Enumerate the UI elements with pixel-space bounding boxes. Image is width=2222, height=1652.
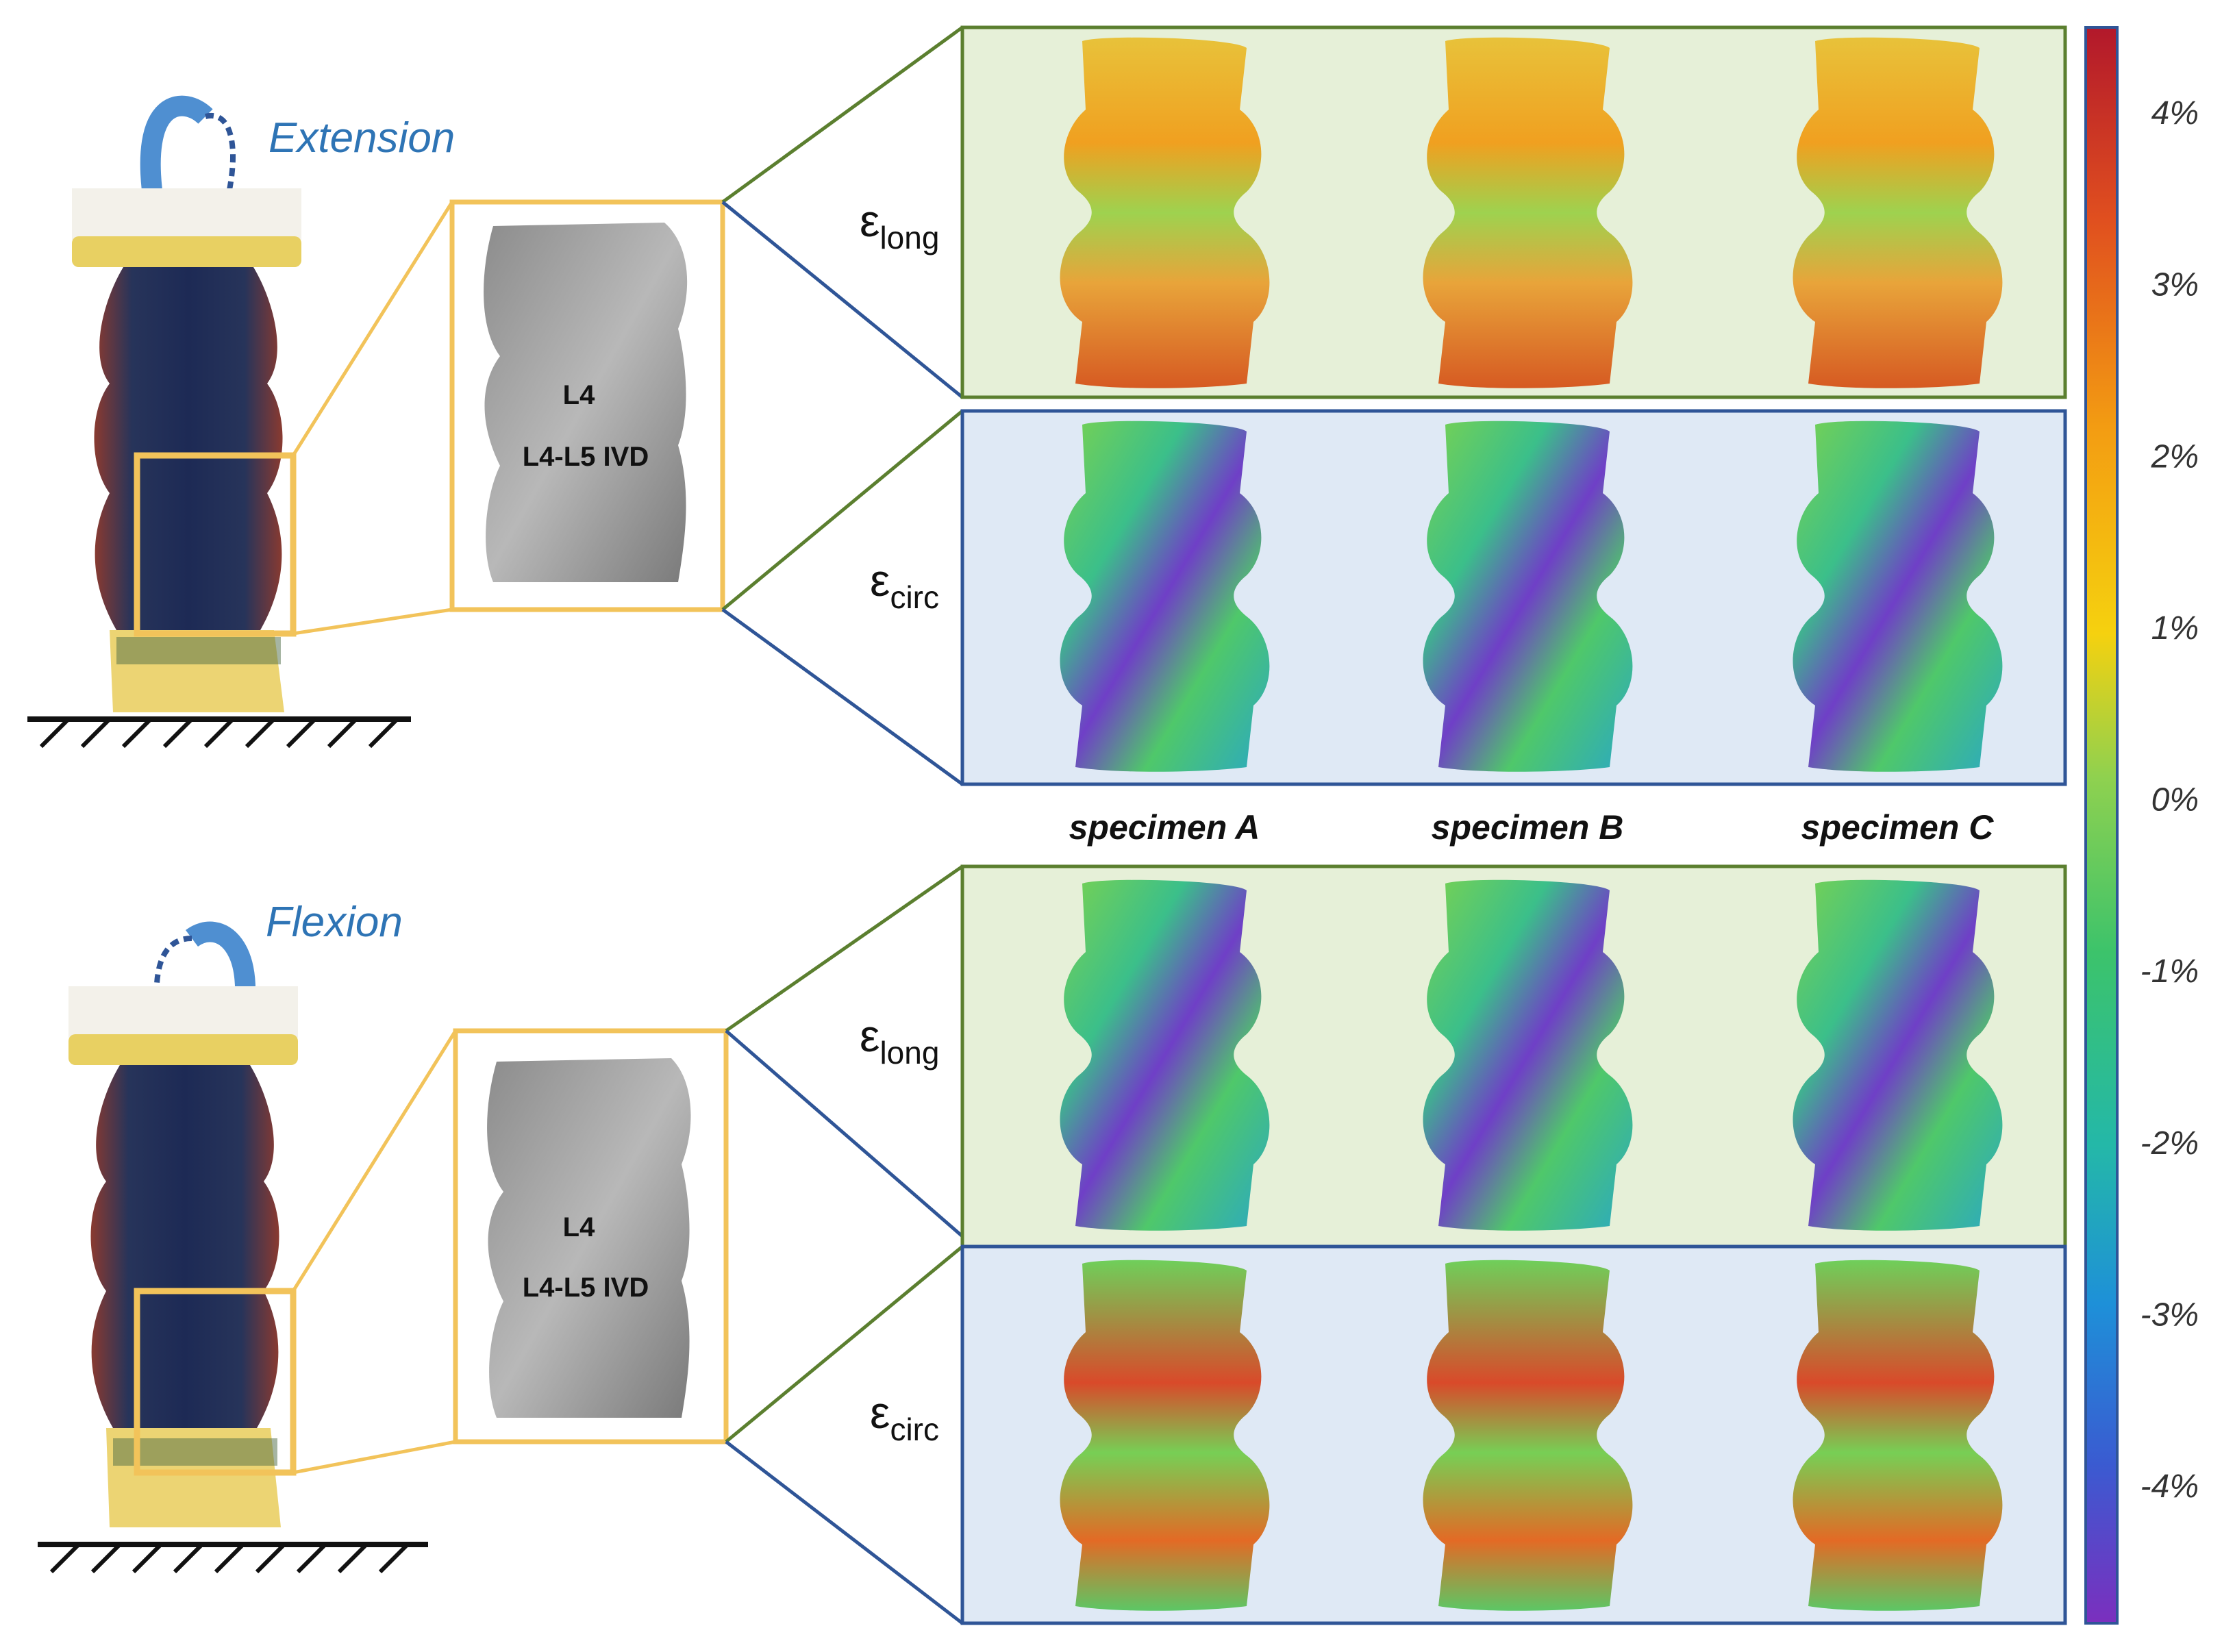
specimen-label-c: specimen C (1801, 808, 1995, 847)
flexion-arrow-dashed-icon (153, 936, 192, 1035)
row-label-extension-circ: εcirc (870, 555, 939, 615)
specimen-label-b: specimen B (1432, 808, 1624, 847)
disc-label-l4-l5: L4-L5 IVD (523, 1273, 649, 1303)
row-label-flexion-circ: εcirc (870, 1387, 939, 1447)
row-label-flexion-long: εlong (860, 1010, 939, 1071)
strain-subscript: circ (890, 579, 939, 615)
specimen-label-a: specimen A (1069, 808, 1260, 847)
svg-text:εcirc: εcirc (870, 1387, 939, 1447)
colorbar-tick-label: 4% (2151, 95, 2199, 132)
svg-text:εlong: εlong (860, 195, 939, 255)
flexion-setup: Flexion L4 L4-L5 IVD (38, 864, 964, 1625)
roi-box (134, 1288, 297, 1476)
grey-surface-scan (487, 1058, 691, 1418)
strain-panel-flexion-circ (960, 1244, 2067, 1625)
strain-panel-extension-circ (960, 409, 2067, 786)
strain-symbol: ε (860, 195, 879, 246)
extension-setup: Extension L4 L4-L5 IVD (27, 25, 964, 786)
colorbar-ticks: 4% 3% 2% 1% 0% -1% -2% -3% -4% (2140, 95, 2199, 1505)
colorbar-tick-label: 3% (2151, 267, 2199, 303)
colorbar-tick-label: -3% (2140, 1297, 2199, 1333)
grey-surface-scan (484, 223, 688, 582)
svg-text:εlong: εlong (860, 1010, 939, 1071)
extension-arrow-solid-icon (140, 95, 213, 208)
strain-subscript: long (879, 1035, 939, 1071)
svg-text:εcirc: εcirc (870, 555, 939, 615)
vertebra-label-l4: L4 (563, 1212, 595, 1242)
strain-symbol: ε (870, 555, 890, 605)
strain-symbol: ε (860, 1010, 879, 1061)
extension-label: Extension (269, 114, 455, 162)
roi-box (134, 452, 297, 637)
colorbar-gradient (2084, 26, 2119, 1625)
loading-cup-top (68, 986, 298, 1038)
specimen-labels: specimen A specimen B specimen C (1069, 808, 1995, 847)
colorbar: 4% 3% 2% 1% 0% -1% -2% -3% -4% (2084, 26, 2199, 1625)
colorbar-tick-label: 2% (2151, 438, 2199, 475)
disc-label-l4-l5: L4-L5 IVD (523, 442, 649, 472)
colorbar-tick-label: 0% (2151, 782, 2199, 818)
loading-cup-top (72, 188, 301, 240)
strain-panel-flexion-long (960, 864, 2067, 1249)
row-label-extension-long: εlong (860, 195, 939, 255)
strain-subscript: circ (890, 1412, 939, 1447)
spine-specimen-photo (94, 267, 283, 630)
colorbar-tick-label: 1% (2151, 610, 2199, 647)
colorbar-tick-label: -1% (2140, 953, 2199, 990)
vertebra-label-l4: L4 (563, 380, 595, 410)
strain-symbol: ε (870, 1387, 890, 1438)
spine-specimen-photo (90, 1065, 279, 1428)
strain-panel-extension-long (960, 25, 2067, 399)
colorbar-tick-label: -2% (2140, 1125, 2199, 1162)
extension-arrow-dashed-icon (205, 112, 236, 206)
colorbar-tick-label: -4% (2140, 1468, 2199, 1505)
strain-subscript: long (879, 220, 939, 255)
flexion-label: Flexion (266, 899, 403, 946)
